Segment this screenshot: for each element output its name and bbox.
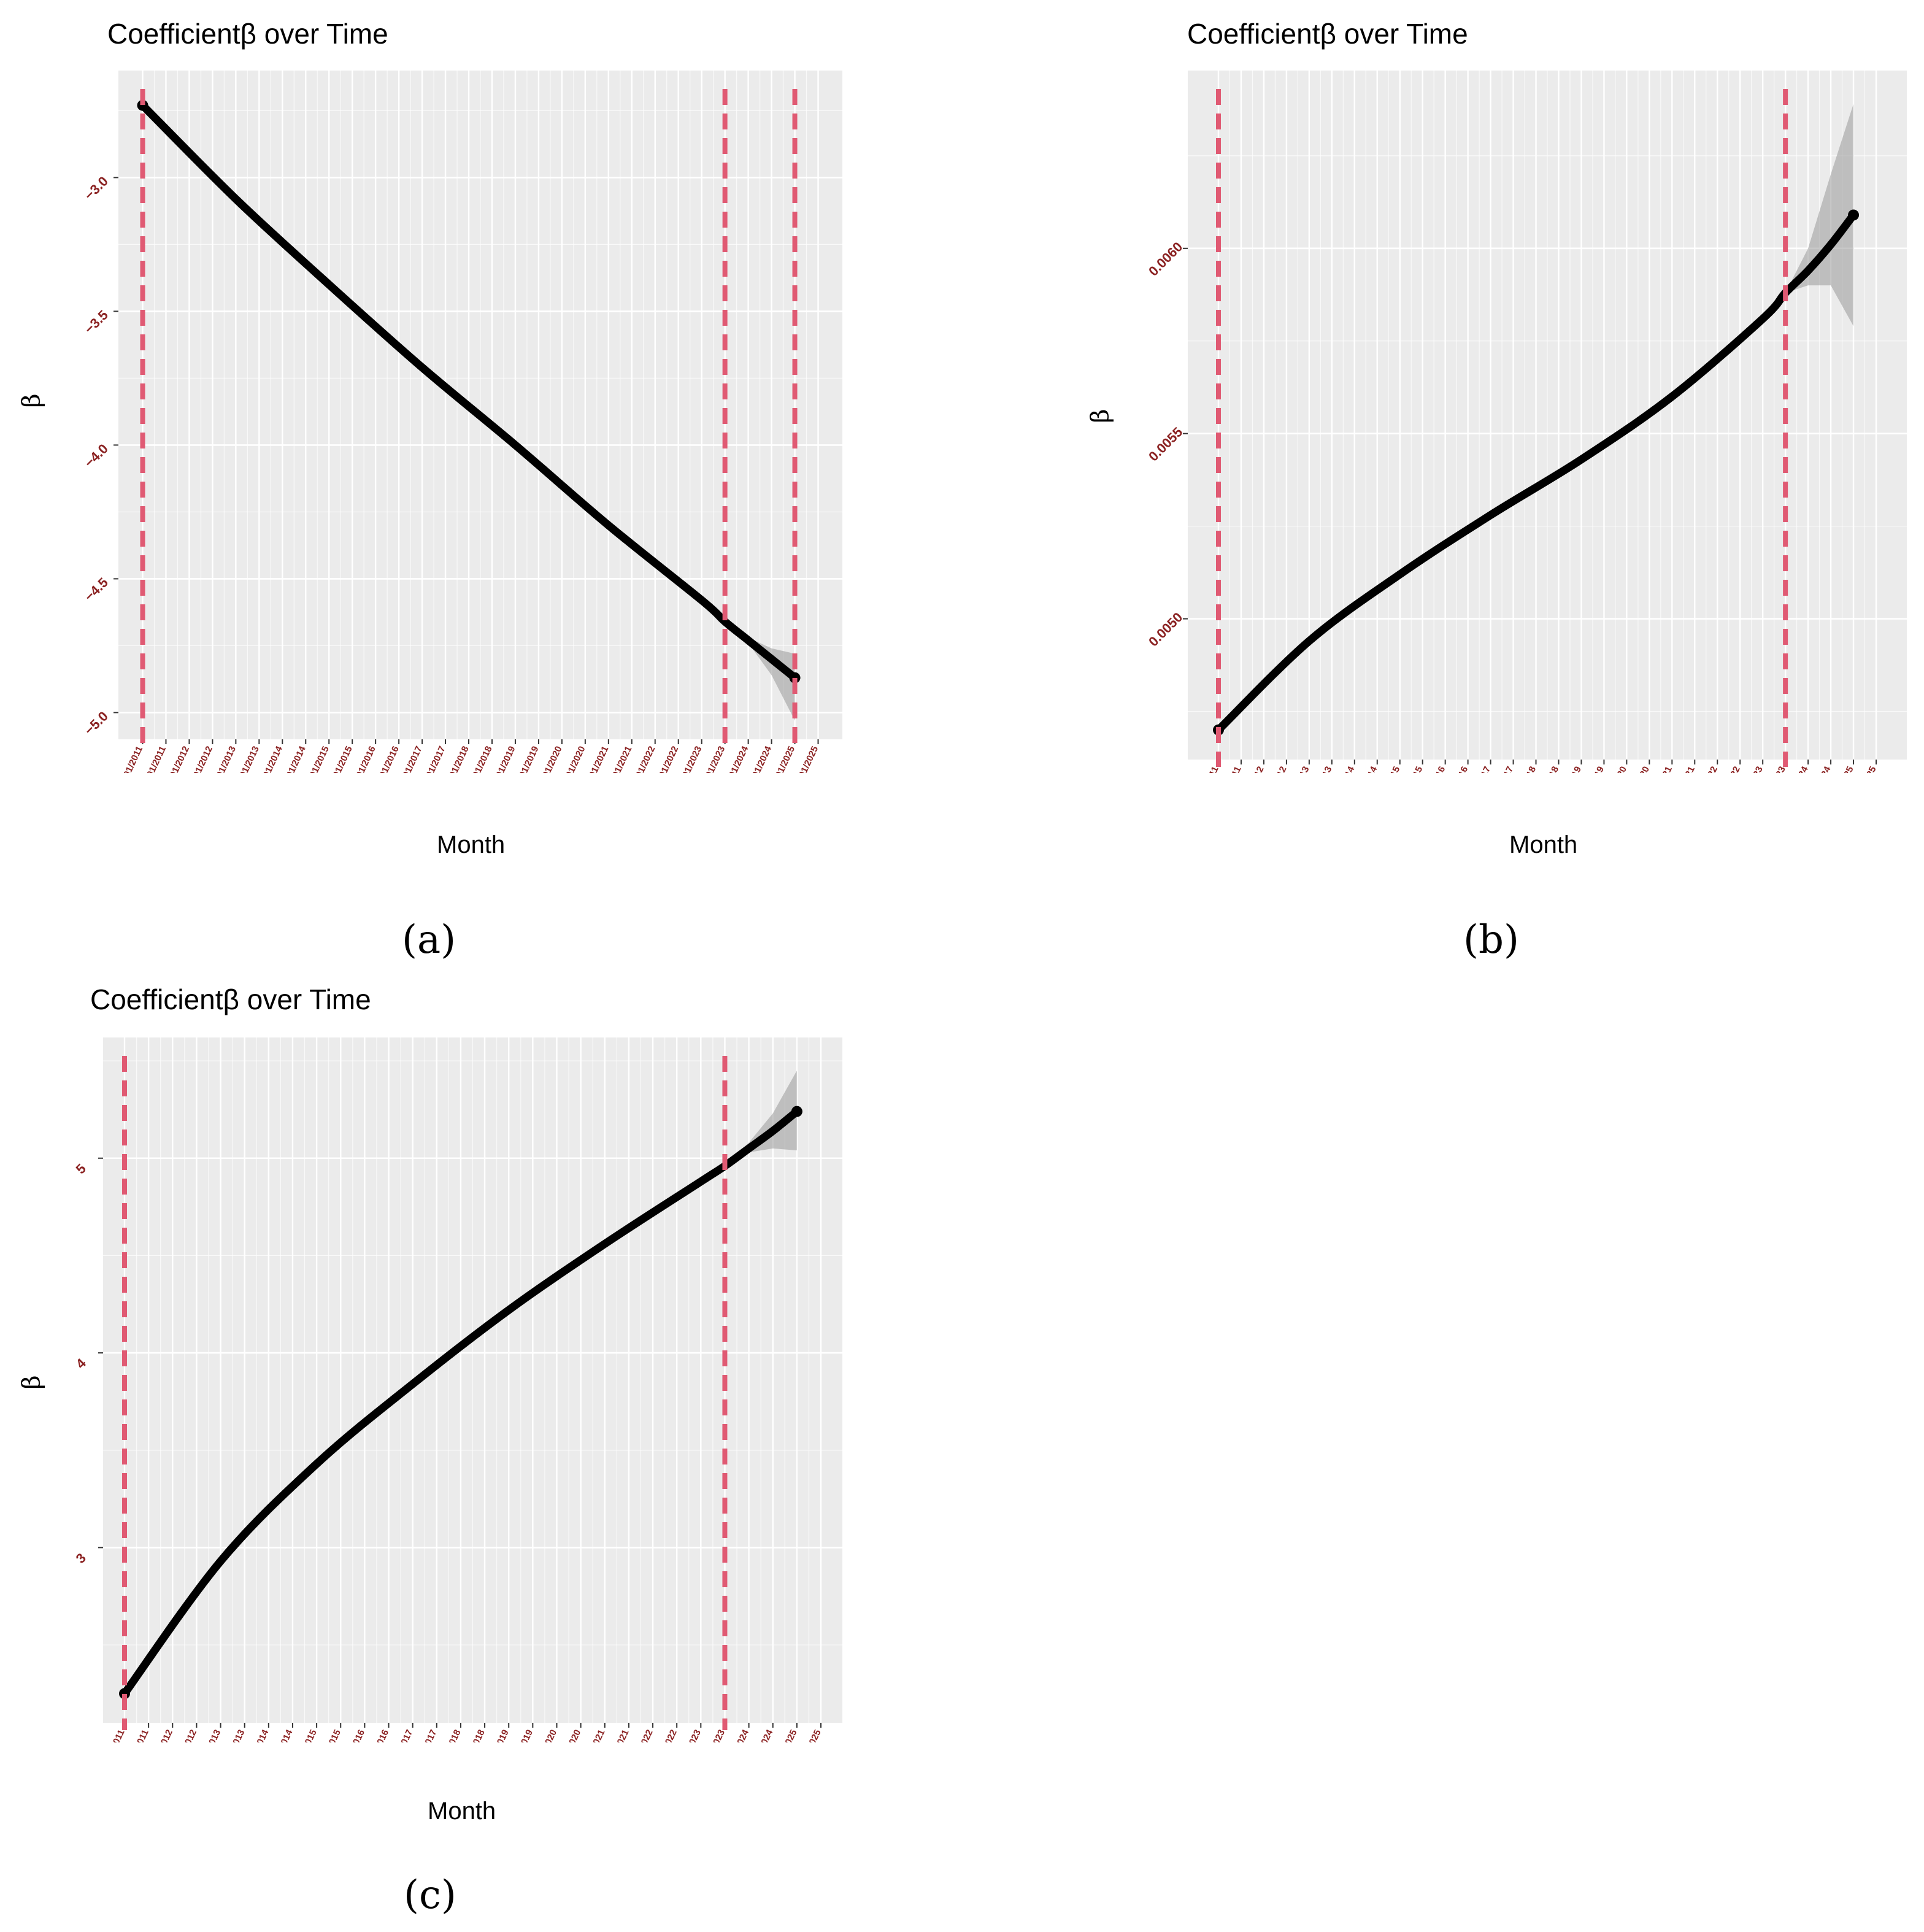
x-tick-label: 03/01/2013: [194, 1728, 223, 1742]
chart-panel-b: Coefficientβ over Time 0.0050 0.0055 0.006…: [1086, 18, 1907, 963]
confidence-band: [725, 1070, 797, 1166]
x-tick-label: 03/01/2015: [290, 1728, 319, 1742]
x-tick-label: 09/01/2016: [362, 1728, 391, 1742]
chart-title: Coefficientβ over Time: [90, 983, 371, 1015]
x-axis-label: Month: [437, 831, 506, 858]
x-tick-label: 03/01/2021: [578, 1728, 607, 1742]
chart-title: Coefficientβ over Time: [1187, 18, 1468, 50]
x-tick-label: 03/01/2020: [530, 1728, 559, 1742]
x-tick-label: 03/01/2016: [338, 1728, 367, 1742]
y-tick-label: 3: [73, 1550, 89, 1566]
series-start-point: [137, 99, 148, 111]
x-tick-label: 09/01/2020: [554, 1728, 583, 1742]
x-tick-label: 03/01/2023: [674, 1728, 703, 1742]
x-tick-label: 09/01/2025: [794, 1728, 823, 1742]
y-tick-label: 5: [73, 1161, 89, 1177]
x-tick-label: 03/01/2019: [482, 1728, 511, 1742]
x-tick-label: 09/01/2023: [698, 1728, 727, 1742]
chart-title: Coefficientβ over Time: [107, 18, 388, 50]
x-tick-label: 03/01/2017: [386, 1728, 415, 1742]
x-tick-label: 03/01/2022: [626, 1728, 655, 1742]
x-tick-label: 03/01/2018: [434, 1728, 463, 1742]
series-line: [120, 1107, 801, 1698]
y-tick-label: 0.0055: [1145, 424, 1185, 464]
y-tick-label: 4: [73, 1355, 90, 1372]
x-tick-label: 09/01/2021: [602, 1728, 631, 1742]
x-tick-label: 09/01/2015: [314, 1728, 343, 1742]
series-end-point: [1848, 209, 1860, 221]
series-end-point: [791, 1106, 802, 1117]
series-end-point: [789, 672, 801, 683]
y-axis-label: β: [17, 1375, 46, 1390]
chart-panel-c: Coefficientβ over Time 34503/01/201109/0…: [0, 969, 962, 1932]
x-tick-label: 03/01/2014: [242, 1728, 271, 1742]
x-tick-label: 03/01/2025: [770, 1728, 799, 1742]
x-tick-label: 09/01/2017: [410, 1728, 439, 1742]
series-line: [1214, 210, 1858, 734]
chart-a: −5.0−4.5−4.0−3.5−3.003/01/201109/01/2011…: [82, 71, 842, 773]
x-tick-label: 03/01/2011: [98, 1728, 127, 1742]
series-line: [139, 101, 799, 682]
y-axis-label: β: [1086, 409, 1115, 423]
x-tick-label: 09/01/2022: [650, 1728, 679, 1742]
confidence-band: [1785, 104, 1854, 326]
y-tick-label: 0.0060: [1145, 239, 1185, 279]
panel-caption: (b): [1463, 917, 1519, 963]
chart-panel-a: Coefficientβ over Time −5.0 −4.5 −4.0 −3.5−…: [0, 0, 962, 982]
x-axis-label: Month: [428, 1798, 496, 1825]
panel-caption: (c): [404, 1872, 456, 1918]
chart-b: 0.00500.00550.006003/01/201109/01/201103…: [1145, 71, 1907, 773]
y-tick-label: 0.0050: [1145, 609, 1185, 649]
x-tick-label: 09/01/2019: [506, 1728, 535, 1742]
chart-c: 34503/01/201109/01/201103/01/201209/01/2…: [73, 1037, 842, 1742]
x-tick-label: 09/01/2013: [218, 1728, 247, 1742]
x-axis-label: Month: [1509, 831, 1578, 858]
x-tick-label: 09/01/2011: [122, 1728, 151, 1742]
x-tick-label: 09/01/2024: [746, 1728, 775, 1742]
series-start-point: [119, 1688, 130, 1699]
panel-caption: (a): [402, 917, 456, 963]
x-tick-label: 03/01/2012: [146, 1728, 175, 1742]
x-tick-label: 09/01/2014: [266, 1728, 294, 1742]
x-tick-label: 09/01/2018: [458, 1728, 487, 1742]
x-tick-label: 09/01/2012: [170, 1728, 199, 1742]
